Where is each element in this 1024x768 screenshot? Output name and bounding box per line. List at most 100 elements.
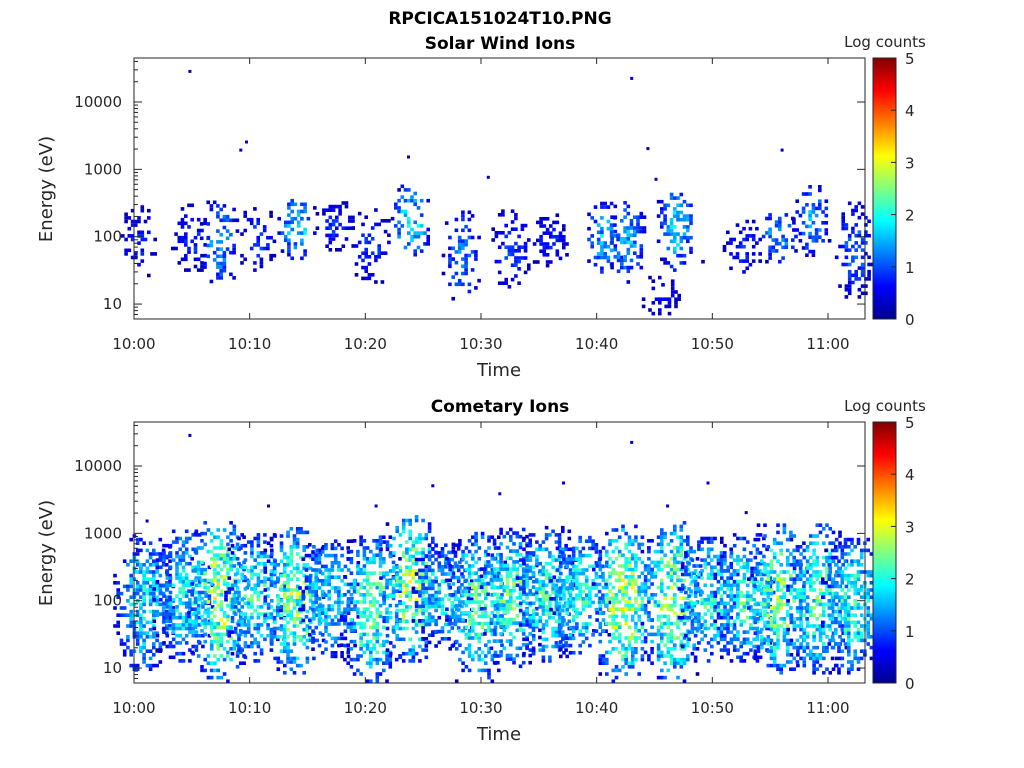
cometary-cell (637, 672, 641, 676)
cometary-cell (324, 579, 328, 583)
solar-wind-cell (532, 260, 537, 264)
cometary-cell (692, 549, 696, 554)
cometary-cell (391, 585, 396, 590)
cometary-cell (660, 668, 664, 673)
cometary-cell (647, 585, 651, 590)
solar-wind-cell (232, 243, 236, 248)
cometary-cell (350, 582, 354, 587)
solar-wind-cell (510, 277, 515, 282)
cometary-cell (222, 575, 227, 579)
solar-wind-cell (542, 245, 547, 250)
cometary-cell (643, 593, 648, 597)
cometary-cell (656, 650, 661, 655)
cometary-cell (139, 595, 143, 599)
cometary-cell (197, 594, 202, 598)
solar-wind-cell (322, 212, 326, 216)
cometary-cell (213, 567, 217, 572)
solar-wind-cell (451, 246, 455, 251)
cometary-cell (480, 611, 485, 615)
cometary-cell (496, 592, 500, 597)
cometary-cell (653, 560, 658, 565)
cometary-cell (653, 549, 658, 554)
solar-wind-cell (216, 204, 220, 208)
cometary-cell (168, 583, 173, 588)
solar-wind-cell (413, 198, 417, 203)
solar-wind-cell (124, 216, 128, 220)
solar-wind-cell (256, 235, 260, 240)
cometary-cell (194, 547, 199, 552)
cometary-cell (464, 593, 469, 597)
solar-wind-cell (196, 257, 201, 262)
cometary-cell (467, 575, 472, 579)
cometary-cell (544, 612, 549, 616)
solar-wind-cell (497, 281, 502, 285)
cometary-cell (135, 642, 140, 646)
cometary-cell (575, 557, 579, 561)
cometary-cell (311, 600, 315, 605)
cometary-cell (538, 597, 542, 602)
solar-wind-cell (781, 245, 785, 250)
cometary-cell (689, 549, 693, 554)
cometary-cell (346, 654, 351, 659)
cometary-cell (656, 600, 661, 604)
cometary-cell (690, 579, 695, 584)
cometary-cell (594, 546, 599, 551)
cometary-cell (142, 541, 146, 545)
cometary-cell (311, 557, 315, 561)
cometary-cell (687, 601, 691, 606)
solar-wind-cell (679, 246, 684, 251)
cometary-cell (414, 579, 419, 584)
cometary-cell (320, 571, 325, 576)
solar-wind-cell (517, 281, 521, 285)
cometary-cell (461, 549, 465, 554)
cometary-cell (235, 557, 240, 561)
cometary-cell (448, 618, 452, 622)
cometary-cell (456, 568, 461, 573)
cometary-cell (614, 629, 619, 633)
cometary-cell (152, 563, 156, 567)
cometary-cell (471, 636, 475, 640)
cometary-cell (421, 590, 425, 595)
cometary-cell (634, 629, 638, 633)
solar-wind-cell (390, 216, 395, 221)
cometary-cell (216, 639, 220, 644)
cometary-cell (263, 588, 268, 592)
cometary-cell (398, 579, 403, 584)
cometary-title: Cometary Ions (431, 397, 570, 417)
cometary-cell (450, 626, 455, 630)
cometary-cell (617, 668, 622, 673)
cometary-cell (369, 679, 373, 683)
cometary-cell (289, 588, 294, 592)
cometary-cell (522, 583, 526, 588)
solar-wind-cell (558, 238, 563, 243)
solar-wind-cell (147, 208, 151, 213)
cometary-cell (480, 632, 485, 637)
cometary-cell (624, 585, 628, 590)
cometary-cell (162, 543, 166, 548)
solar-wind-cell (457, 282, 462, 287)
solar-wind-cell (293, 242, 298, 246)
cometary-cell (142, 591, 146, 596)
cometary-cell (142, 617, 146, 621)
cometary-cell (660, 636, 664, 640)
cometary-cell (227, 633, 232, 638)
cometary-cell (405, 569, 409, 573)
cometary-cell (502, 588, 507, 593)
cometary-panel: Cometary Ions 10:00 10:10 10:20 10:30 10:40 1… (36, 397, 926, 745)
solar-wind-colorbar-tick-label: 5 (905, 50, 915, 68)
cometary-cell (617, 621, 622, 626)
cometary-cell (630, 647, 635, 651)
cometary-cell (697, 626, 701, 631)
cometary-cell (317, 557, 322, 561)
cometary-cell (369, 661, 373, 665)
cometary-cell (165, 572, 170, 577)
solar-wind-cell (507, 252, 512, 257)
cometary-cell (213, 578, 217, 583)
cometary-cell (193, 607, 198, 611)
cometary-cell (365, 560, 370, 565)
solar-wind-cell (669, 228, 674, 233)
cometary-cell (311, 582, 315, 587)
cometary-cell (245, 585, 250, 590)
cometary-cell (129, 577, 133, 581)
cometary-cell (528, 542, 532, 546)
